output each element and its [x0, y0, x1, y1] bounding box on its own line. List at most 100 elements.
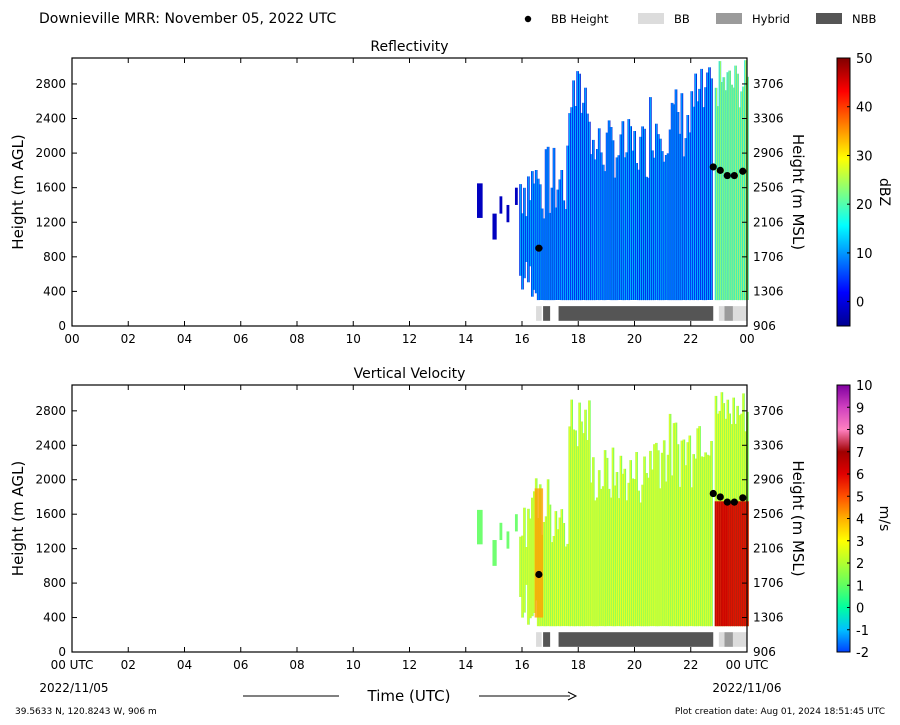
echo-column: [588, 400, 591, 627]
right-arrow-head-icon: [567, 691, 578, 701]
colorbar-tick-label: 0: [856, 602, 864, 617]
echo-column: [662, 440, 666, 627]
echo-column: [664, 155, 668, 300]
echo-fragment: [492, 540, 497, 566]
echo-column: [597, 128, 601, 301]
colorbar-tick-label: 7: [856, 446, 864, 461]
echo-column: [664, 481, 668, 627]
echo-column: [605, 132, 609, 300]
echo-column: [590, 482, 593, 627]
echo-column: [666, 153, 670, 301]
echo-column: [531, 171, 534, 297]
echo-column: [523, 187, 526, 279]
bb-height-point: [535, 570, 543, 579]
bb-type-segment-bb: [732, 632, 747, 647]
echo-column: [740, 91, 743, 301]
echo-column: [726, 72, 730, 300]
echo-column: [552, 536, 556, 627]
colorbar-tick-label: 6: [856, 468, 864, 483]
legend-label: BB Height: [551, 12, 609, 26]
colorbar: 0 10 20 30 40 50 dBZ: [836, 52, 892, 327]
echo-column: [659, 488, 662, 627]
colorbar-tick-label: 0: [856, 296, 864, 311]
echo-column-fallspeed: [734, 501, 737, 627]
bb-height-point: [709, 163, 717, 171]
echo-column: [690, 487, 694, 627]
echo-column: [698, 88, 701, 301]
echo-column: [596, 497, 599, 627]
x-tick-label: 00 UTC: [51, 658, 94, 672]
x-tick-label: 00: [739, 332, 754, 346]
y2-tick-label: 1706: [753, 576, 784, 590]
y2-tick-label: 906: [753, 319, 776, 333]
echo-column: [643, 456, 646, 627]
echo-column: [680, 93, 684, 301]
echo-column: [621, 473, 625, 627]
legend-label: Hybrid: [752, 12, 790, 26]
echo-column: [700, 68, 703, 301]
x-tick-label: 10: [346, 332, 361, 346]
y2-tick-label: 3706: [753, 404, 784, 418]
echo-column: [560, 170, 564, 301]
echo-column: [615, 472, 619, 627]
echo-column: [653, 157, 656, 301]
y2-tick-label: 2906: [753, 146, 784, 160]
x-tick-label: 14: [458, 332, 473, 346]
echo-column: [572, 429, 575, 627]
echo-column: [564, 546, 568, 627]
echo-column: [627, 119, 631, 301]
panel-title: Vertical Velocity: [354, 366, 466, 382]
colorbar-tick-label: 2: [856, 557, 864, 572]
echo-column: [635, 163, 638, 300]
echo-fragment: [499, 522, 503, 541]
echo-column: [668, 129, 672, 301]
echo-fragment: [506, 204, 510, 223]
y2-axis-label: Height (m MSL): [789, 134, 807, 250]
echo-column: [625, 500, 629, 627]
legend-item-nbb: NBB: [816, 12, 876, 26]
colorbar-tick-label: 30: [856, 149, 873, 164]
y-tick-label: 1200: [35, 542, 66, 556]
x-tick-label: 06: [233, 332, 248, 346]
y-axis-label: Height (m AGL): [9, 461, 27, 576]
x-tick-label: 06: [233, 658, 248, 672]
echo-column: [676, 112, 680, 301]
echo-column-fallspeed: [720, 501, 724, 627]
echo-column: [708, 455, 711, 627]
echo-column: [536, 178, 540, 301]
echo-column: [584, 409, 587, 627]
bb-type-segment-bb: [536, 632, 542, 647]
echo-column: [550, 542, 554, 627]
bb-height-point: [730, 498, 738, 506]
echo-column: [631, 478, 634, 627]
echo-column: [521, 213, 524, 290]
echo-column: [694, 73, 697, 300]
echo-column: [603, 171, 607, 301]
echo-streak: [534, 488, 544, 618]
echo-column: [607, 488, 611, 627]
y-tick-label: 0: [58, 319, 66, 333]
x-tick-label: 16: [514, 332, 529, 346]
echo-column: [655, 123, 658, 300]
x-tick-label: 04: [177, 658, 192, 672]
echo-column: [716, 106, 720, 301]
echo-fragment: [514, 514, 518, 532]
x-tick-label: 14: [458, 658, 473, 672]
echo-column: [706, 72, 709, 300]
echo-column: [566, 145, 569, 301]
echo-column: [734, 65, 737, 300]
colorbar-tick-label: -1: [856, 624, 869, 639]
echo-column-fallspeed: [724, 501, 728, 627]
echo-column: [578, 73, 581, 301]
echo-column: [576, 71, 579, 301]
bb-height-point: [709, 489, 717, 498]
echo-column: [550, 187, 554, 301]
echo-column: [744, 60, 747, 301]
x-tick-label: 12: [402, 658, 417, 672]
echo-column: [578, 402, 581, 627]
colorbar-label: dBZ: [876, 178, 892, 206]
echo-column: [544, 516, 548, 627]
echo-fragment: [499, 196, 503, 214]
